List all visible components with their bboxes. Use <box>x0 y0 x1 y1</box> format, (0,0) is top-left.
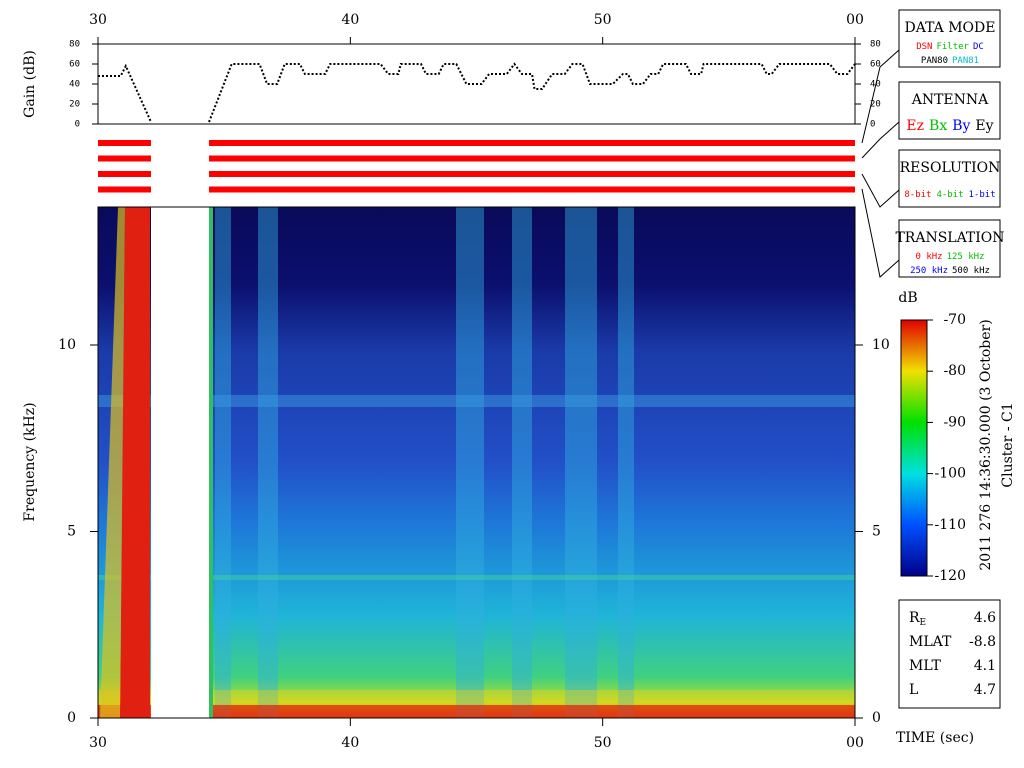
y-tick-label: 5 <box>872 524 881 540</box>
box-title: RESOLUTION <box>900 160 1001 176</box>
spectrogram-image <box>98 207 855 718</box>
box-item-row: PAN80 PAN81 <box>921 56 979 66</box>
bottom-tick-label: 00 <box>846 735 864 751</box>
y-axis-label: Frequency (kHz) <box>22 402 38 521</box>
top-tick-label: 30 <box>89 12 107 28</box>
box-item-row: 250 kHz 500 kHz <box>910 266 990 276</box>
box-item: 8-bit <box>904 190 931 200</box>
gain-axis-label: Gain (dB) <box>22 50 38 118</box>
gain-tick-label: 80 <box>69 40 80 50</box>
gain-tick-label: 20 <box>870 100 881 110</box>
box-item: Ez <box>906 118 924 134</box>
info-box <box>898 81 1001 140</box>
box-item-row: Ez Bx By Ey <box>906 118 993 134</box>
spectrogram-frame <box>97 206 856 719</box>
orbit-label: MLAT <box>909 634 952 650</box>
orbit-label: RE <box>909 610 926 628</box>
box-item: DC <box>973 42 984 52</box>
mode-bar <box>209 155 855 162</box>
top-tick-label: 00 <box>846 12 864 28</box>
colorbar-tick-label: -110 <box>935 517 966 533</box>
box-item-row: 0 kHz 125 kHz <box>915 252 984 262</box>
orbit-value: 4.6 <box>974 610 996 626</box>
box-item: Bx <box>929 118 947 134</box>
orbit-value: 4.7 <box>974 682 996 698</box>
x-axis-label: TIME (sec) <box>896 730 974 746</box>
colorbar-unit: dB <box>898 290 917 306</box>
orbit-label-main: L <box>909 682 918 698</box>
colorbar <box>900 319 928 577</box>
gain-tick-label: 80 <box>870 40 881 50</box>
info-box <box>898 149 1001 208</box>
bottom-tick-label: 30 <box>89 735 107 751</box>
mode-bar <box>98 140 151 146</box>
orbit-label: MLT <box>909 658 941 674</box>
gain-tick-label: 0 <box>75 120 80 130</box>
y-tick-label: 0 <box>872 710 881 726</box>
box-item: 125 kHz <box>947 252 985 262</box>
side-label: 2011 276 14:36:30.000 (3 October) <box>978 319 994 570</box>
box-item: 500 kHz <box>952 266 990 276</box>
mode-bar <box>98 171 151 177</box>
box-item-row: DSN Filter DC <box>916 42 984 52</box>
top-tick-label: 50 <box>594 12 612 28</box>
orbit-label-main: R <box>909 610 920 626</box>
orbit-value: -8.8 <box>969 634 996 650</box>
box-title: ANTENNA <box>911 92 989 108</box>
orbit-label: L <box>909 682 918 698</box>
box-item: Filter <box>936 42 969 52</box>
box-item-row: 8-bit 4-bit 1-bit <box>904 190 995 200</box>
gain-tick-label: 0 <box>870 120 875 130</box>
info-box <box>898 219 1001 278</box>
info-box <box>898 9 1001 68</box>
connector <box>861 121 900 159</box>
box-title: TRANSLATION <box>895 230 1004 246</box>
mode-bar <box>209 171 855 177</box>
spacecraft-label: Cluster - C1 <box>1000 402 1016 487</box>
box-title: DATA MODE <box>905 20 996 36</box>
mode-bar <box>209 140 855 146</box>
connector <box>861 49 900 144</box>
y-tick-label: 10 <box>58 337 76 353</box>
y-tick-label: 0 <box>67 710 76 726</box>
box-item: Ey <box>975 118 993 134</box>
bottom-tick-label: 40 <box>341 735 359 751</box>
gain-tick-label: 60 <box>69 60 80 70</box>
bottom-tick-label: 50 <box>594 735 612 751</box>
colorbar-tick-label: -70 <box>943 312 966 328</box>
orbit-value: 4.1 <box>974 658 996 674</box>
orbit-label-main: MLT <box>909 658 941 674</box>
colorbar-tick-label: -90 <box>943 414 966 430</box>
y-tick-label: 10 <box>872 337 890 353</box>
box-item: 1-bit <box>969 190 996 200</box>
box-item: PAN80 <box>921 56 948 66</box>
box-item: 4-bit <box>936 190 963 200</box>
orbit-label-main: MLAT <box>909 634 952 650</box>
gain-tick-label: 40 <box>69 80 80 90</box>
top-tick-label: 40 <box>341 12 359 28</box>
box-item: 250 kHz <box>910 266 948 276</box>
connector <box>861 188 900 278</box>
orbit-box <box>898 599 1001 709</box>
box-item: DSN <box>916 42 932 52</box>
y-tick-label: 5 <box>67 524 76 540</box>
box-item: PAN81 <box>952 56 979 66</box>
colorbar-tick-label: -100 <box>935 466 966 482</box>
gain-line <box>98 62 856 123</box>
colorbar-tick-label: -80 <box>943 363 966 379</box>
orbit-label-sub: E <box>920 618 927 628</box>
gain-tick-label: 60 <box>870 60 881 70</box>
mode-bar <box>98 155 151 162</box>
gain-tick-label: 20 <box>69 100 80 110</box>
mode-bar <box>98 186 151 193</box>
box-item: By <box>952 118 970 134</box>
mode-bar <box>209 186 855 193</box>
colorbar-tick-label: -120 <box>935 568 966 584</box>
connector <box>861 173 900 208</box>
box-item: 0 kHz <box>915 252 942 262</box>
